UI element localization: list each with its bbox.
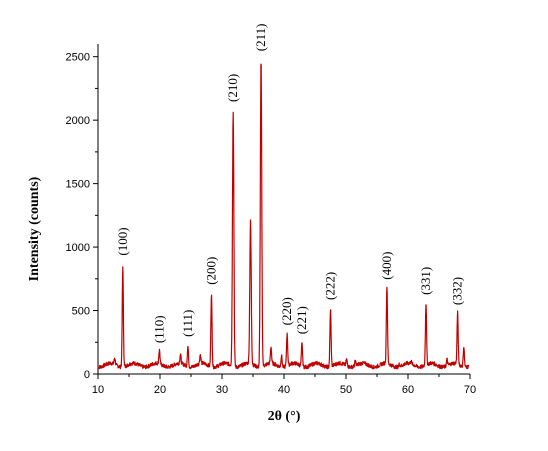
x-axis-title: 2θ (°) [268,409,301,424]
x-tick-label: 20 [154,384,166,396]
peak-labels: (100) (110) (111) (200) (210) (211) (220) (221)… [115,24,465,344]
x-tick-label: 60 [402,384,414,396]
x-tick-label: 10 [92,384,104,396]
peak-label: (111) [180,310,195,337]
axis-ticks: 10 20 30 40 50 60 70 0 500 1000 1500 2000 2500 [66,52,477,396]
y-axis-title: Intensity (counts) [27,176,42,281]
y-tick-label: 1500 [66,179,90,191]
x-tick-label: 70 [464,384,476,396]
x-tick-label: 30 [216,384,228,396]
peak-label: (200) [203,257,218,285]
y-tick-label: 500 [72,306,90,318]
x-tick-label: 40 [278,384,290,396]
x-tick-label: 50 [340,384,352,396]
peak-label: (210) [225,74,240,102]
peak-label: (220) [279,297,294,325]
peak-label: (110) [151,315,166,343]
y-tick-label: 1000 [66,242,90,254]
y-tick-label: 2000 [66,115,90,127]
peak-label: (331) [418,267,433,295]
peak-label: (222) [323,272,338,300]
xrd-pattern-line [97,63,470,370]
peak-label: (211) [253,24,268,52]
y-tick-label: 2500 [66,52,90,64]
peak-label: (221) [294,306,309,334]
peak-label: (100) [115,227,130,255]
y-tick-label: 0 [84,369,90,381]
peak-label: (400) [379,252,394,280]
peak-label: (332) [450,277,465,305]
